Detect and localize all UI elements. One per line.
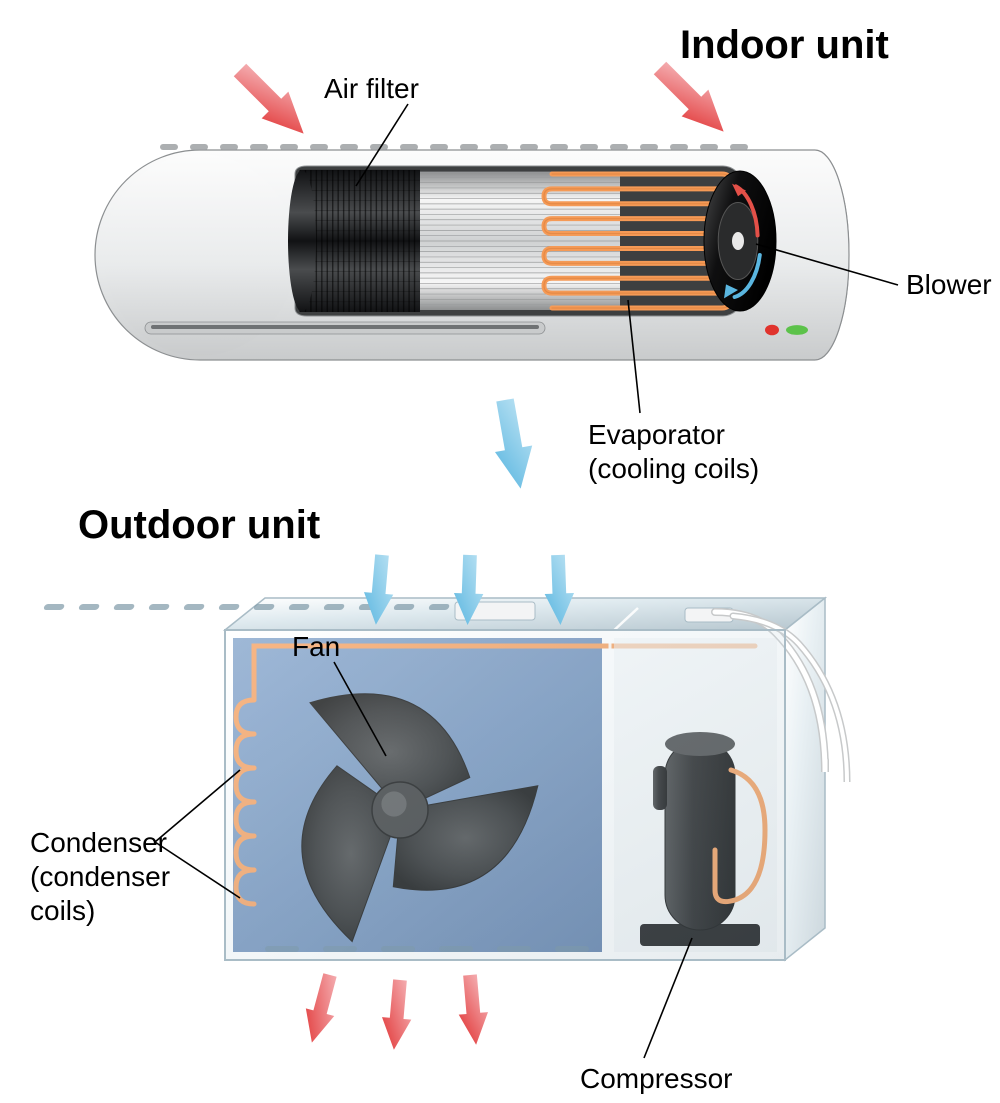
outdoor-top-slot: [113, 604, 135, 610]
outdoor-top-slot: [393, 604, 415, 610]
indoor-intake-slot: [250, 144, 268, 150]
indoor-intake-slot: [220, 144, 238, 150]
indoor-intake-slot: [610, 144, 628, 150]
text-condenser_l1-label: Condenser: [30, 827, 167, 858]
hot-air-in-arrow: [227, 57, 317, 147]
cold-air-out-arrow: [486, 397, 539, 492]
text-blower-label: Blower: [906, 269, 992, 300]
text-condenser_l2-label: (condenser: [30, 861, 170, 892]
hot-air-out-arrow: [455, 974, 490, 1046]
text-fan-label: Fan: [292, 631, 340, 662]
outdoor-top-slot: [428, 604, 450, 610]
indoor-intake-slot: [580, 144, 598, 150]
indoor-intake-slot: [340, 144, 358, 150]
outdoor-front-panel: [225, 630, 785, 960]
text-indoor_title-label: Indoor unit: [680, 23, 889, 67]
indoor-intake-slot: [730, 144, 748, 150]
outdoor-top-slot: [183, 604, 205, 610]
indoor-intake-slot: [430, 144, 448, 150]
text-outdoor_title-label: Outdoor unit: [78, 503, 320, 547]
outdoor-top-slot: [148, 604, 170, 610]
text-condenser_l3-label: coils): [30, 895, 95, 926]
indoor-intake-slot: [640, 144, 658, 150]
hot-air-out-arrow: [298, 971, 345, 1046]
text-evaporator_l2-label: (cooling coils): [588, 453, 759, 484]
outdoor-top-slot: [323, 604, 345, 610]
text-air_filter-label: Air filter: [324, 73, 419, 104]
blower: [704, 171, 776, 311]
indoor-intake-slot: [550, 144, 568, 150]
indoor-intake-slot: [460, 144, 478, 150]
air-filter: [288, 170, 420, 312]
text-evaporator_l1-label: Evaporator: [588, 419, 725, 450]
indoor-intake-slot: [670, 144, 688, 150]
outdoor-top-slot: [43, 604, 65, 610]
ac-diagram: Indoor unit Outdoor unit Air filter Blower E…: [0, 0, 1000, 1103]
indicator-led-red: [765, 325, 779, 336]
outdoor-top-slot: [218, 604, 240, 610]
text-compressor-label: Compressor: [580, 1063, 732, 1094]
evaporator-cylinder: [420, 172, 620, 310]
outdoor-top-slot: [288, 604, 310, 610]
indoor-intake-slot: [160, 144, 178, 150]
indoor-intake-slot: [520, 144, 538, 150]
indoor-intake-slot: [400, 144, 418, 150]
indoor-unit: [95, 144, 849, 360]
outdoor-unit: [43, 598, 847, 960]
hot-air-out-arrow: [379, 979, 414, 1051]
outdoor-top-slot: [78, 604, 100, 610]
indoor-intake-slot: [280, 144, 298, 150]
hot-air-in-arrow: [647, 55, 737, 145]
indicator-led-green: [786, 325, 808, 335]
indoor-intake-slot: [310, 144, 328, 150]
indoor-intake-slot: [700, 144, 718, 150]
indoor-intake-slot: [190, 144, 208, 150]
outdoor-top-slot: [253, 604, 275, 610]
indoor-intake-slot: [490, 144, 508, 150]
